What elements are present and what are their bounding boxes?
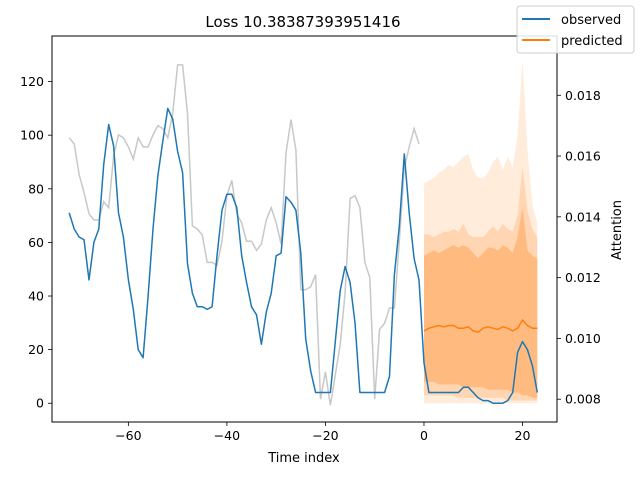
x-tick-label: −40 [214,428,240,443]
y-tick-label: 100 [20,128,44,143]
y2-tick-label: 0.012 [565,270,601,285]
legend-predicted-label: predicted [561,34,623,49]
prediction-band-inner [424,207,538,398]
x-tick-label: 0 [420,428,428,443]
y-tick-label: 40 [28,289,44,304]
y-tick-label: 60 [28,235,44,250]
y-axis-right: 0.008 0.010 0.012 0.014 0.016 0.018 [557,88,601,407]
y-tick-label: 0 [36,396,44,411]
y-tick-label: 20 [28,342,44,357]
legend: observed predicted [516,5,635,54]
prediction-band-middle [424,167,538,401]
x-axis-label: Time index [267,451,340,466]
predicted-line [423,318,538,334]
x-tick-label: −20 [312,428,338,443]
x-tick-label: 20 [515,428,531,443]
plot-frame [51,35,558,423]
chart-title: Loss 10.38387393951416 [205,13,400,31]
y2-tick-label: 0.010 [565,331,601,346]
prediction-bands [424,60,538,404]
y-tick-label: 80 [28,181,44,196]
predicted-layer [423,318,538,334]
y-tick-label: 120 [20,74,44,89]
x-tick-label: −60 [115,428,141,443]
observed-line [68,107,539,404]
plot-area [68,60,539,406]
y2-axis-label: Attention [610,200,625,260]
prediction-band-outer [424,60,538,404]
y2-tick-label: 0.016 [565,149,601,164]
legend-box [516,5,635,54]
observed-layer [68,107,539,404]
attention-layer [68,64,420,406]
x-axis: −60 −40 −20 0 20 [115,422,531,443]
attention-line [68,64,420,406]
y2-tick-label: 0.014 [565,209,601,224]
y2-tick-label: 0.008 [565,392,601,407]
y-axis-left: 0 20 40 60 80 100 120 [20,74,52,411]
y2-tick-label: 0.018 [565,88,601,103]
legend-observed-label: observed [561,13,621,28]
